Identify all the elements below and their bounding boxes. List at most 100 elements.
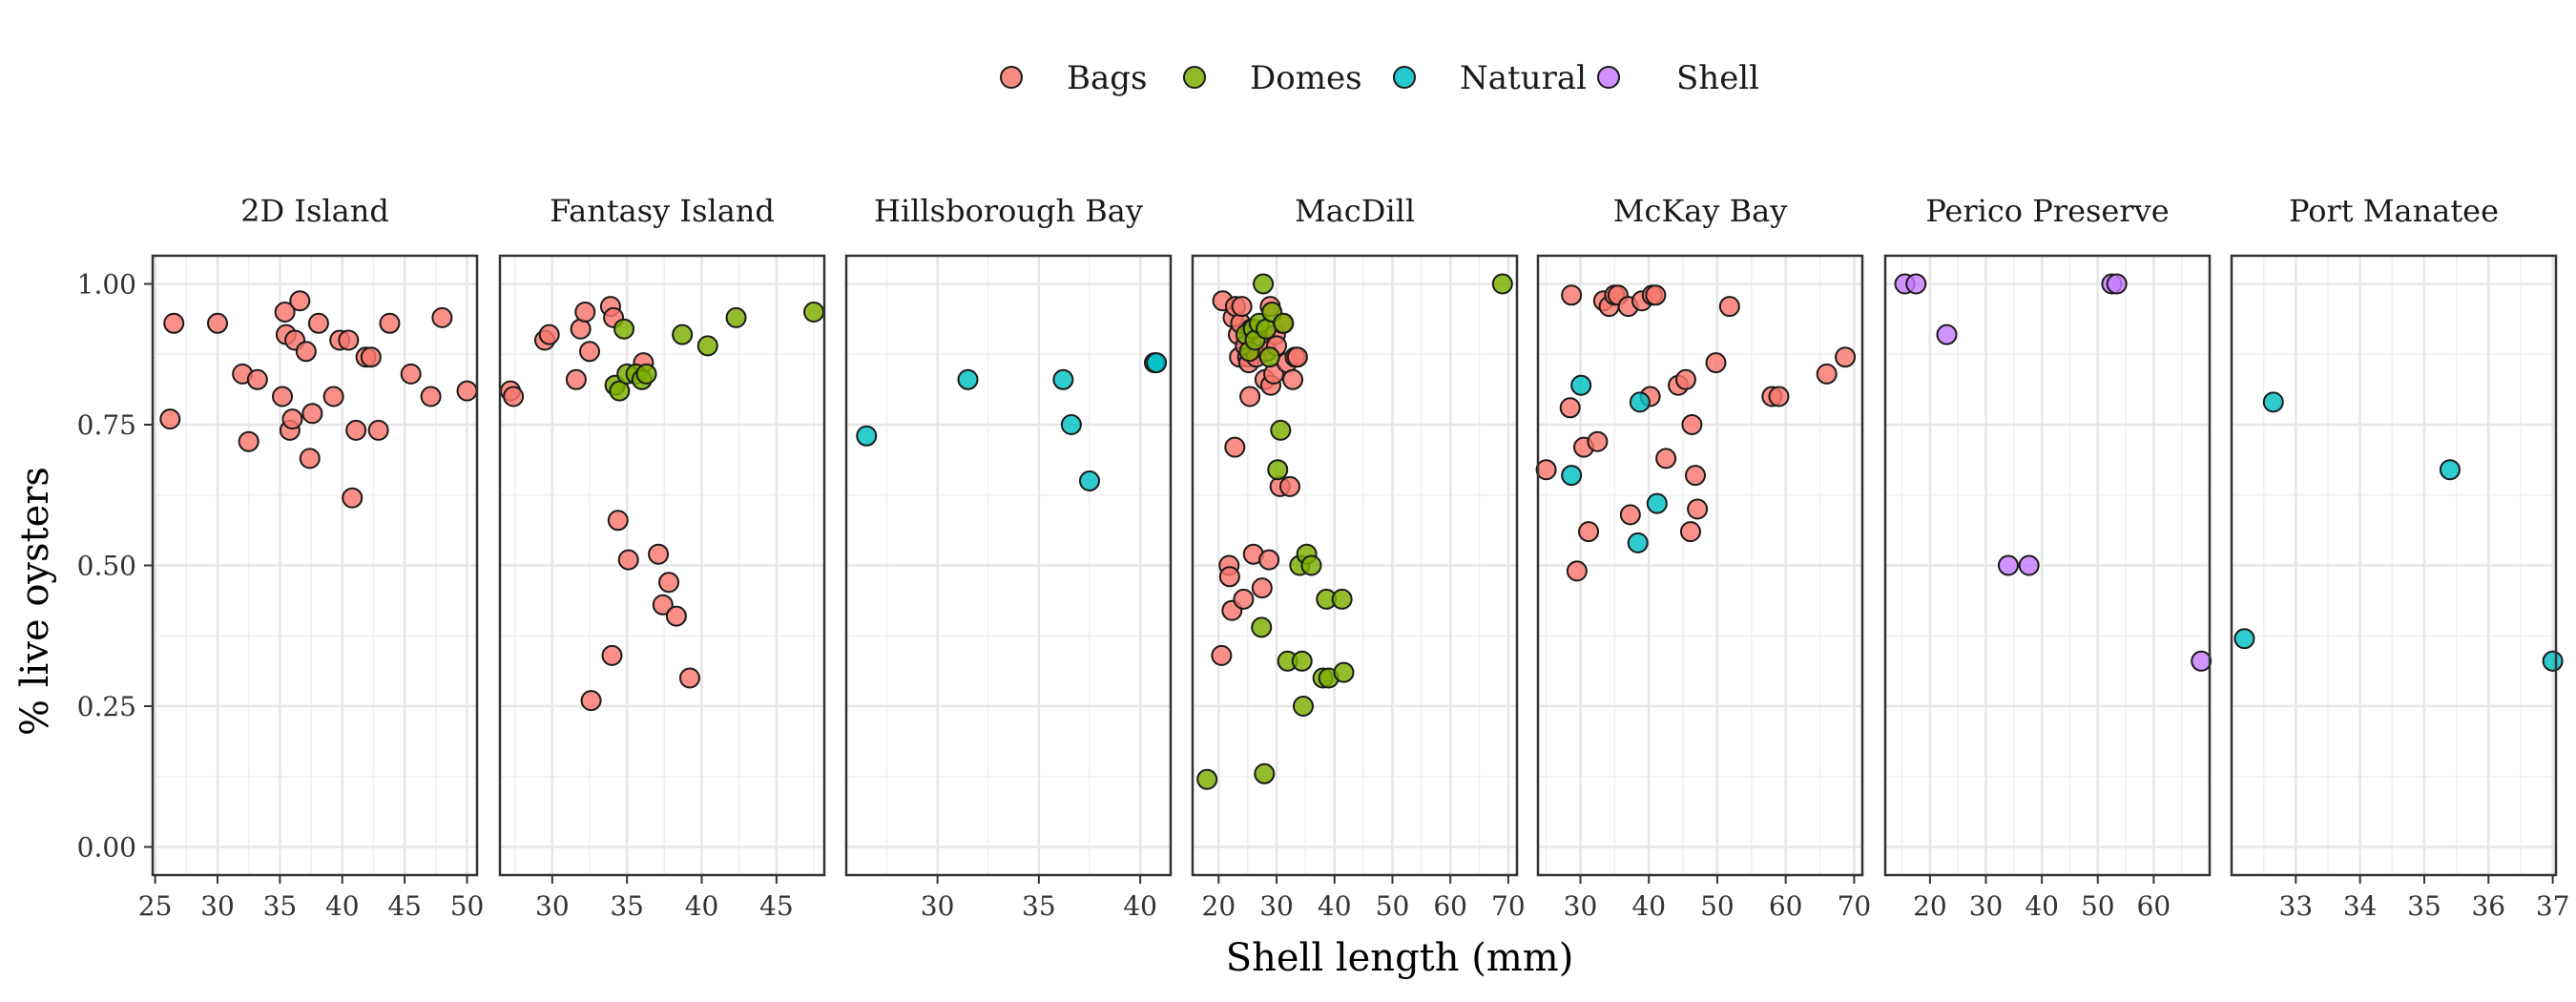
point-natural — [2542, 650, 2564, 672]
x-tick-label: 70 — [1838, 890, 1872, 922]
x-tick-label: 30 — [921, 890, 955, 922]
point-bags — [238, 430, 260, 452]
x-tick-label: 60 — [2137, 890, 2171, 922]
x-tick-label: 37 — [2536, 890, 2570, 922]
point-bags — [420, 386, 442, 407]
point-bags — [301, 403, 323, 425]
point-domes — [725, 306, 747, 328]
point-natural — [1627, 532, 1649, 553]
y-tick-label: 0.50 — [77, 551, 136, 582]
point-bags — [652, 594, 674, 616]
point-bags — [207, 312, 228, 334]
legend-key-shell — [1597, 66, 1620, 89]
panel-title: 2D Island — [240, 193, 389, 229]
legend-label-bags: Bags — [1067, 59, 1147, 97]
point-bags — [322, 386, 344, 407]
x-tick-label: 30 — [535, 890, 570, 922]
point-domes — [696, 335, 718, 357]
point-natural — [1060, 414, 1082, 435]
point-domes — [1300, 554, 1322, 576]
point-bags — [1684, 465, 1706, 487]
point-domes — [1196, 768, 1218, 790]
point-bags — [1679, 521, 1701, 543]
point-bags — [1655, 448, 1677, 470]
x-tick-label: 45 — [759, 890, 794, 922]
point-bags — [431, 306, 453, 328]
point-bags — [601, 644, 623, 666]
point-bags — [1687, 498, 1709, 520]
x-tick-label: 45 — [387, 890, 422, 922]
x-tick-label: 70 — [1491, 890, 1526, 922]
panel-border — [1883, 254, 2212, 877]
panel-title: Perico Preserve — [1925, 193, 2169, 229]
legend-label-domes: Domes — [1250, 59, 1362, 97]
point-bags — [678, 667, 700, 689]
point-bags — [307, 312, 329, 334]
point-natural — [856, 425, 878, 447]
point-bags — [1239, 386, 1261, 407]
point-bags — [272, 386, 293, 407]
y-tick-label: 0.75 — [77, 409, 136, 441]
point-bags — [1233, 588, 1255, 610]
point-bags — [538, 324, 560, 345]
point-bags — [1835, 346, 1857, 368]
point-bags — [1258, 549, 1280, 571]
panel-title: Hillsborough Bay — [874, 193, 1143, 229]
point-natural — [1570, 374, 1592, 396]
point-bags — [1578, 521, 1600, 543]
x-tick-label: 33 — [2279, 890, 2314, 922]
x-tick-label: 35 — [263, 890, 298, 922]
point-bags — [1218, 566, 1240, 588]
point-bags — [503, 386, 525, 407]
y-axis-title: % live oysters — [13, 467, 57, 736]
y-tick-label: 0.00 — [77, 832, 136, 864]
point-bags — [246, 368, 268, 390]
point-bags — [1681, 414, 1703, 435]
point-bags — [274, 302, 296, 323]
x-tick-label: 40 — [2025, 890, 2059, 922]
legend-key-bags — [1000, 66, 1023, 89]
point-domes — [672, 324, 694, 345]
x-tick-label: 34 — [2343, 890, 2378, 922]
point-bags — [658, 572, 680, 594]
point-natural — [2439, 459, 2461, 481]
point-domes — [1253, 273, 1275, 295]
point-bags — [1224, 436, 1246, 458]
x-axis-title: Shell length (mm) — [1226, 936, 1574, 980]
x-tick-label: 35 — [610, 890, 644, 922]
panel-title: McKay Bay — [1613, 193, 1788, 229]
point-bags — [342, 487, 364, 509]
panel-border — [1536, 254, 1864, 877]
point-bags — [580, 690, 602, 712]
point-bags — [1561, 284, 1583, 306]
point-bags — [1768, 386, 1790, 407]
point-bags — [1705, 352, 1727, 374]
point-bags — [579, 341, 601, 363]
point-domes — [1491, 273, 1513, 295]
panel-2d-island: 2D Island 25 30 35 40 45 50 0.00 0.25 0.50 0.75 1.0… — [77, 193, 485, 922]
point-domes — [613, 318, 635, 340]
point-bags — [1566, 560, 1588, 582]
point-bags — [1231, 296, 1253, 318]
point-domes — [1254, 762, 1276, 784]
point-domes — [1292, 696, 1314, 717]
point-shell — [2018, 554, 2040, 576]
point-bags — [1718, 296, 1740, 318]
x-tick-label: 36 — [2471, 890, 2505, 922]
point-bags — [345, 419, 367, 441]
point-bags — [400, 363, 422, 385]
point-bags — [1674, 368, 1696, 390]
point-shell — [1936, 324, 1958, 345]
x-tick-label: 25 — [138, 890, 173, 922]
y-tick-label: 1.00 — [77, 269, 136, 301]
point-shell — [1905, 273, 1927, 295]
point-natural — [1629, 391, 1651, 413]
chart-panels: 2D Island 25 30 35 40 45 50 0.00 0.25 0.50 0.75 1.0… — [77, 193, 2570, 922]
legend-label-natural: Natural — [1460, 59, 1587, 97]
point-bags — [1211, 644, 1233, 666]
x-tick-label: 50 — [450, 890, 485, 922]
panel-border — [2230, 254, 2558, 877]
point-domes — [803, 302, 825, 323]
point-domes — [1333, 661, 1355, 683]
